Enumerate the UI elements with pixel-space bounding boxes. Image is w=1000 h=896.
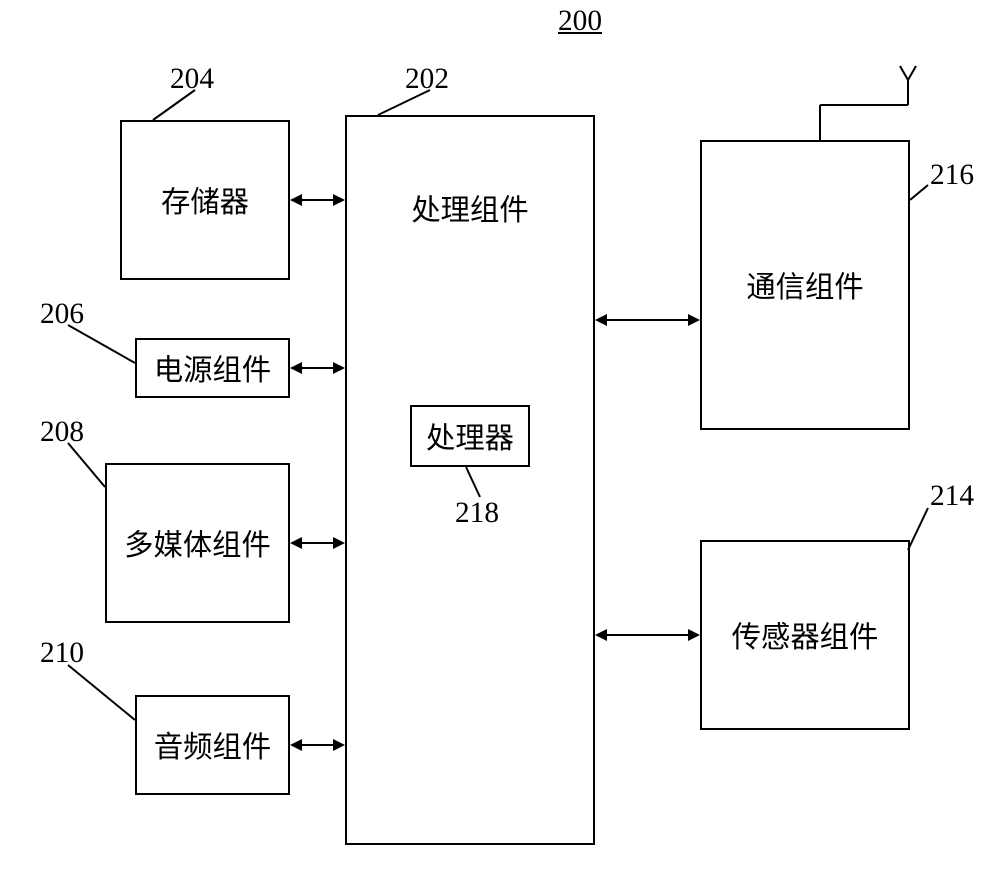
ref-number-218: 218 (455, 497, 499, 530)
block-label: 处理器 (426, 415, 514, 457)
block-power: 电源组件 (135, 338, 290, 398)
ref-number-202: 202 (405, 63, 449, 96)
block-processing: 处理组件 (345, 115, 595, 845)
block-label: 多媒体组件 (124, 522, 271, 564)
block-label: 处理组件 (411, 187, 528, 229)
block-audio: 音频组件 (135, 695, 290, 795)
ref-number-208: 208 (40, 416, 84, 449)
block-label: 通信组件 (746, 264, 863, 306)
block-label: 传感器组件 (732, 614, 879, 656)
block-diagram: 200 处理组件 存储器电源组件多媒体组件音频组件 通信组件传感器组件 处理器 202… (0, 0, 1000, 896)
ref-number-210: 210 (40, 637, 84, 670)
ref-number-206: 206 (40, 298, 84, 331)
block-processor: 处理器 (410, 405, 530, 467)
figure-number: 200 (558, 5, 602, 38)
block-communication: 通信组件 (700, 140, 910, 430)
ref-number-214: 214 (930, 480, 974, 513)
block-memory: 存储器 (120, 120, 290, 280)
block-sensor: 传感器组件 (700, 540, 910, 730)
block-multimedia: 多媒体组件 (105, 463, 290, 623)
ref-number-216: 216 (930, 159, 974, 192)
block-label: 电源组件 (154, 347, 271, 389)
block-label: 音频组件 (154, 724, 271, 766)
ref-number-204: 204 (170, 63, 214, 96)
block-label: 存储器 (161, 179, 249, 221)
